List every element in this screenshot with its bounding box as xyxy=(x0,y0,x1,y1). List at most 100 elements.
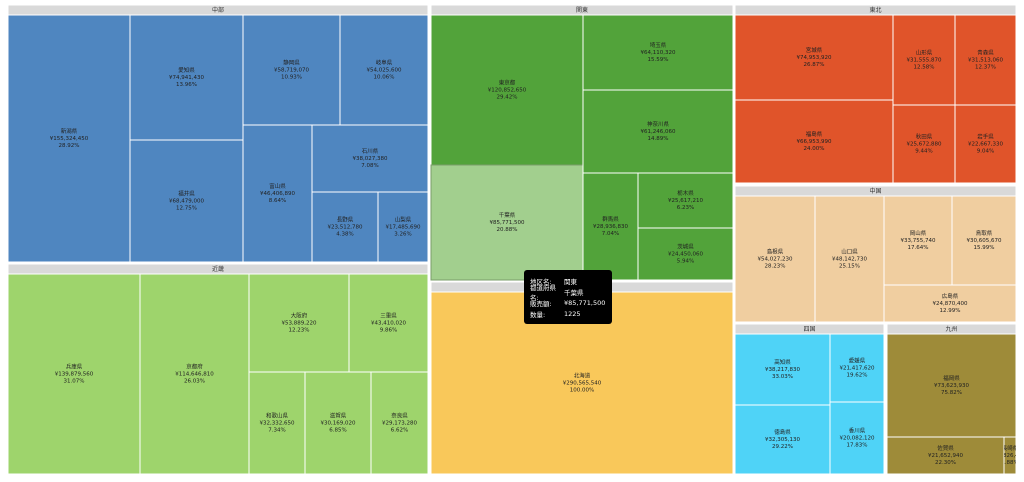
tile xyxy=(377,191,429,263)
tile xyxy=(430,164,584,281)
tile-value: ¥32,305,130 xyxy=(765,437,800,443)
tile-percent: 1.88% xyxy=(1001,460,1018,466)
tile-value: ¥43,410,020 xyxy=(371,321,406,327)
tile-name: 佐賀県 xyxy=(937,444,954,452)
tooltip-value: 関東 xyxy=(564,277,577,286)
tile xyxy=(248,273,350,373)
tooltip-value: 1225 xyxy=(564,309,581,318)
tile xyxy=(954,14,1017,106)
tile-value: ¥74,941,430 xyxy=(169,75,204,81)
tile-value: ¥30,605,670 xyxy=(967,238,1002,244)
tile-value: ¥31,513,060 xyxy=(968,58,1003,64)
tile xyxy=(339,14,429,126)
tile xyxy=(637,227,734,281)
tooltip-label: 販売額: xyxy=(530,299,552,308)
tile xyxy=(734,404,831,475)
tile-name: 三重県 xyxy=(380,312,397,320)
tile-percent: 9.04% xyxy=(977,149,994,155)
tile-name: 鳥取県 xyxy=(976,229,993,237)
tile-percent: 6.62% xyxy=(391,428,408,434)
tile-value: ¥24,870,400 xyxy=(933,301,968,307)
tile-percent: 100.00% xyxy=(570,388,594,394)
tile-name: 宮城県 xyxy=(806,46,823,54)
tooltip-value: 千葉県 xyxy=(564,288,584,297)
tile-value: ¥58,719,070 xyxy=(274,68,309,74)
tile-value: ¥29,173,280 xyxy=(382,421,417,427)
tile xyxy=(814,195,885,323)
tile-value: ¥17,485,690 xyxy=(386,225,421,231)
tooltip-label: 都道府県名: xyxy=(530,283,556,302)
tooltip-row: 都道府県名: 千葉県 xyxy=(530,284,606,302)
tile-percent: 12.75% xyxy=(176,206,197,212)
tile-name: 山梨県 xyxy=(395,216,412,224)
tile xyxy=(637,172,734,229)
tile-value: ¥68,479,000 xyxy=(169,199,204,205)
tile-value: ¥22,667,330 xyxy=(968,142,1003,148)
tile-percent: 26.87% xyxy=(804,62,825,68)
tile-name: 和歌山県 xyxy=(266,412,289,420)
group-label: 関東 xyxy=(576,6,588,14)
tile-percent: 10.06% xyxy=(374,75,395,81)
tile xyxy=(892,14,956,106)
tile-name: 高知県 xyxy=(774,358,791,366)
tile xyxy=(311,191,379,263)
tile-name: 岡山県 xyxy=(910,229,927,237)
tooltip-label: 地区名: xyxy=(530,277,552,286)
tile-name: 新潟県 xyxy=(61,127,78,135)
tile-percent: 26.03% xyxy=(184,379,205,385)
tile xyxy=(304,371,372,475)
tile xyxy=(582,14,734,91)
tile-percent: 4.38% xyxy=(336,232,353,238)
tile-value: ¥32,332,650 xyxy=(260,421,295,427)
tile-value: ¥54,025,600 xyxy=(367,68,402,74)
tile-value: ¥23,512,780 xyxy=(328,225,363,231)
tile-name: 富山県 xyxy=(269,182,286,190)
tile-percent: 12.58% xyxy=(914,65,935,71)
tile-value: ¥139,879,560 xyxy=(55,372,94,378)
tile-name: 福井県 xyxy=(178,190,195,198)
tile-value: ¥54,027,230 xyxy=(758,257,793,263)
tile-percent: 5.94% xyxy=(677,259,694,265)
tile-percent: 12.23% xyxy=(289,328,310,334)
tile-name: 徳島県 xyxy=(774,428,791,436)
tile-value: ¥85,771,500 xyxy=(490,220,525,226)
tile-name: 茨城県 xyxy=(677,243,694,251)
tile-percent: 10.93% xyxy=(281,75,302,81)
tile-value: ¥120,852,650 xyxy=(488,88,527,94)
tile-percent: 6.23% xyxy=(677,205,694,211)
tile-name: 愛媛県 xyxy=(849,357,866,365)
tile-value: ¥21,417,620 xyxy=(840,366,875,372)
tile xyxy=(734,99,894,184)
tile-percent: 12.37% xyxy=(975,65,996,71)
tile-value: ¥290,565,540 xyxy=(563,381,602,387)
tile-name: 埼玉県 xyxy=(650,41,667,49)
tile-name: 神奈川県 xyxy=(647,120,670,128)
tile xyxy=(370,371,429,475)
tile-percent: 28.92% xyxy=(59,143,80,149)
tile xyxy=(883,195,953,286)
tooltip-value: ¥85,771,500 xyxy=(564,298,606,307)
tile xyxy=(248,371,306,475)
tile xyxy=(886,436,1005,475)
tile-percent: 9.44% xyxy=(915,149,932,155)
tooltip: 地区名: 関東 都道府県名: 千葉県 販売額: ¥85,771,500 数量: 1225 xyxy=(524,270,612,324)
tile-value: ¥74,953,920 xyxy=(797,55,832,61)
tile-value: ¥38,217,830 xyxy=(765,367,800,373)
